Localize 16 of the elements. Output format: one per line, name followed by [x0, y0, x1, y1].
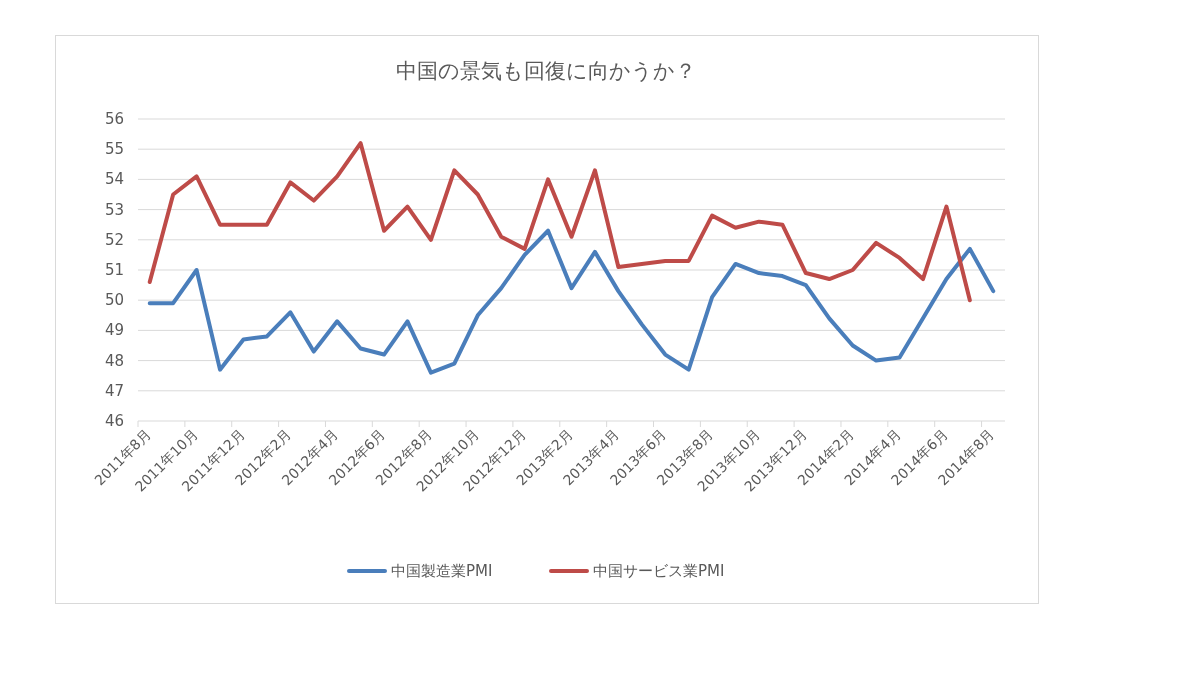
y-tick-label: 47	[104, 381, 124, 400]
chart-title: 中国の景気も回復に向かうか？	[396, 59, 696, 83]
y-tick-label: 55	[104, 140, 124, 159]
y-tick-label: 52	[104, 230, 124, 249]
y-tick-label: 51	[104, 261, 124, 279]
y-tick-label: 54	[104, 170, 124, 189]
line-series	[147, 141, 972, 303]
legend-label: 中国製造業PMI	[391, 562, 493, 580]
line-series	[147, 228, 996, 375]
y-tick-label: 53	[104, 200, 124, 219]
y-tick-label: 49	[104, 321, 124, 340]
y-tick-label: 50	[104, 291, 124, 310]
y-tick-label: 56	[104, 110, 124, 128]
y-tick-label: 48	[104, 351, 124, 370]
y-tick-label: 46	[104, 412, 124, 430]
legend-label: 中国サービス業PMI	[593, 562, 725, 580]
